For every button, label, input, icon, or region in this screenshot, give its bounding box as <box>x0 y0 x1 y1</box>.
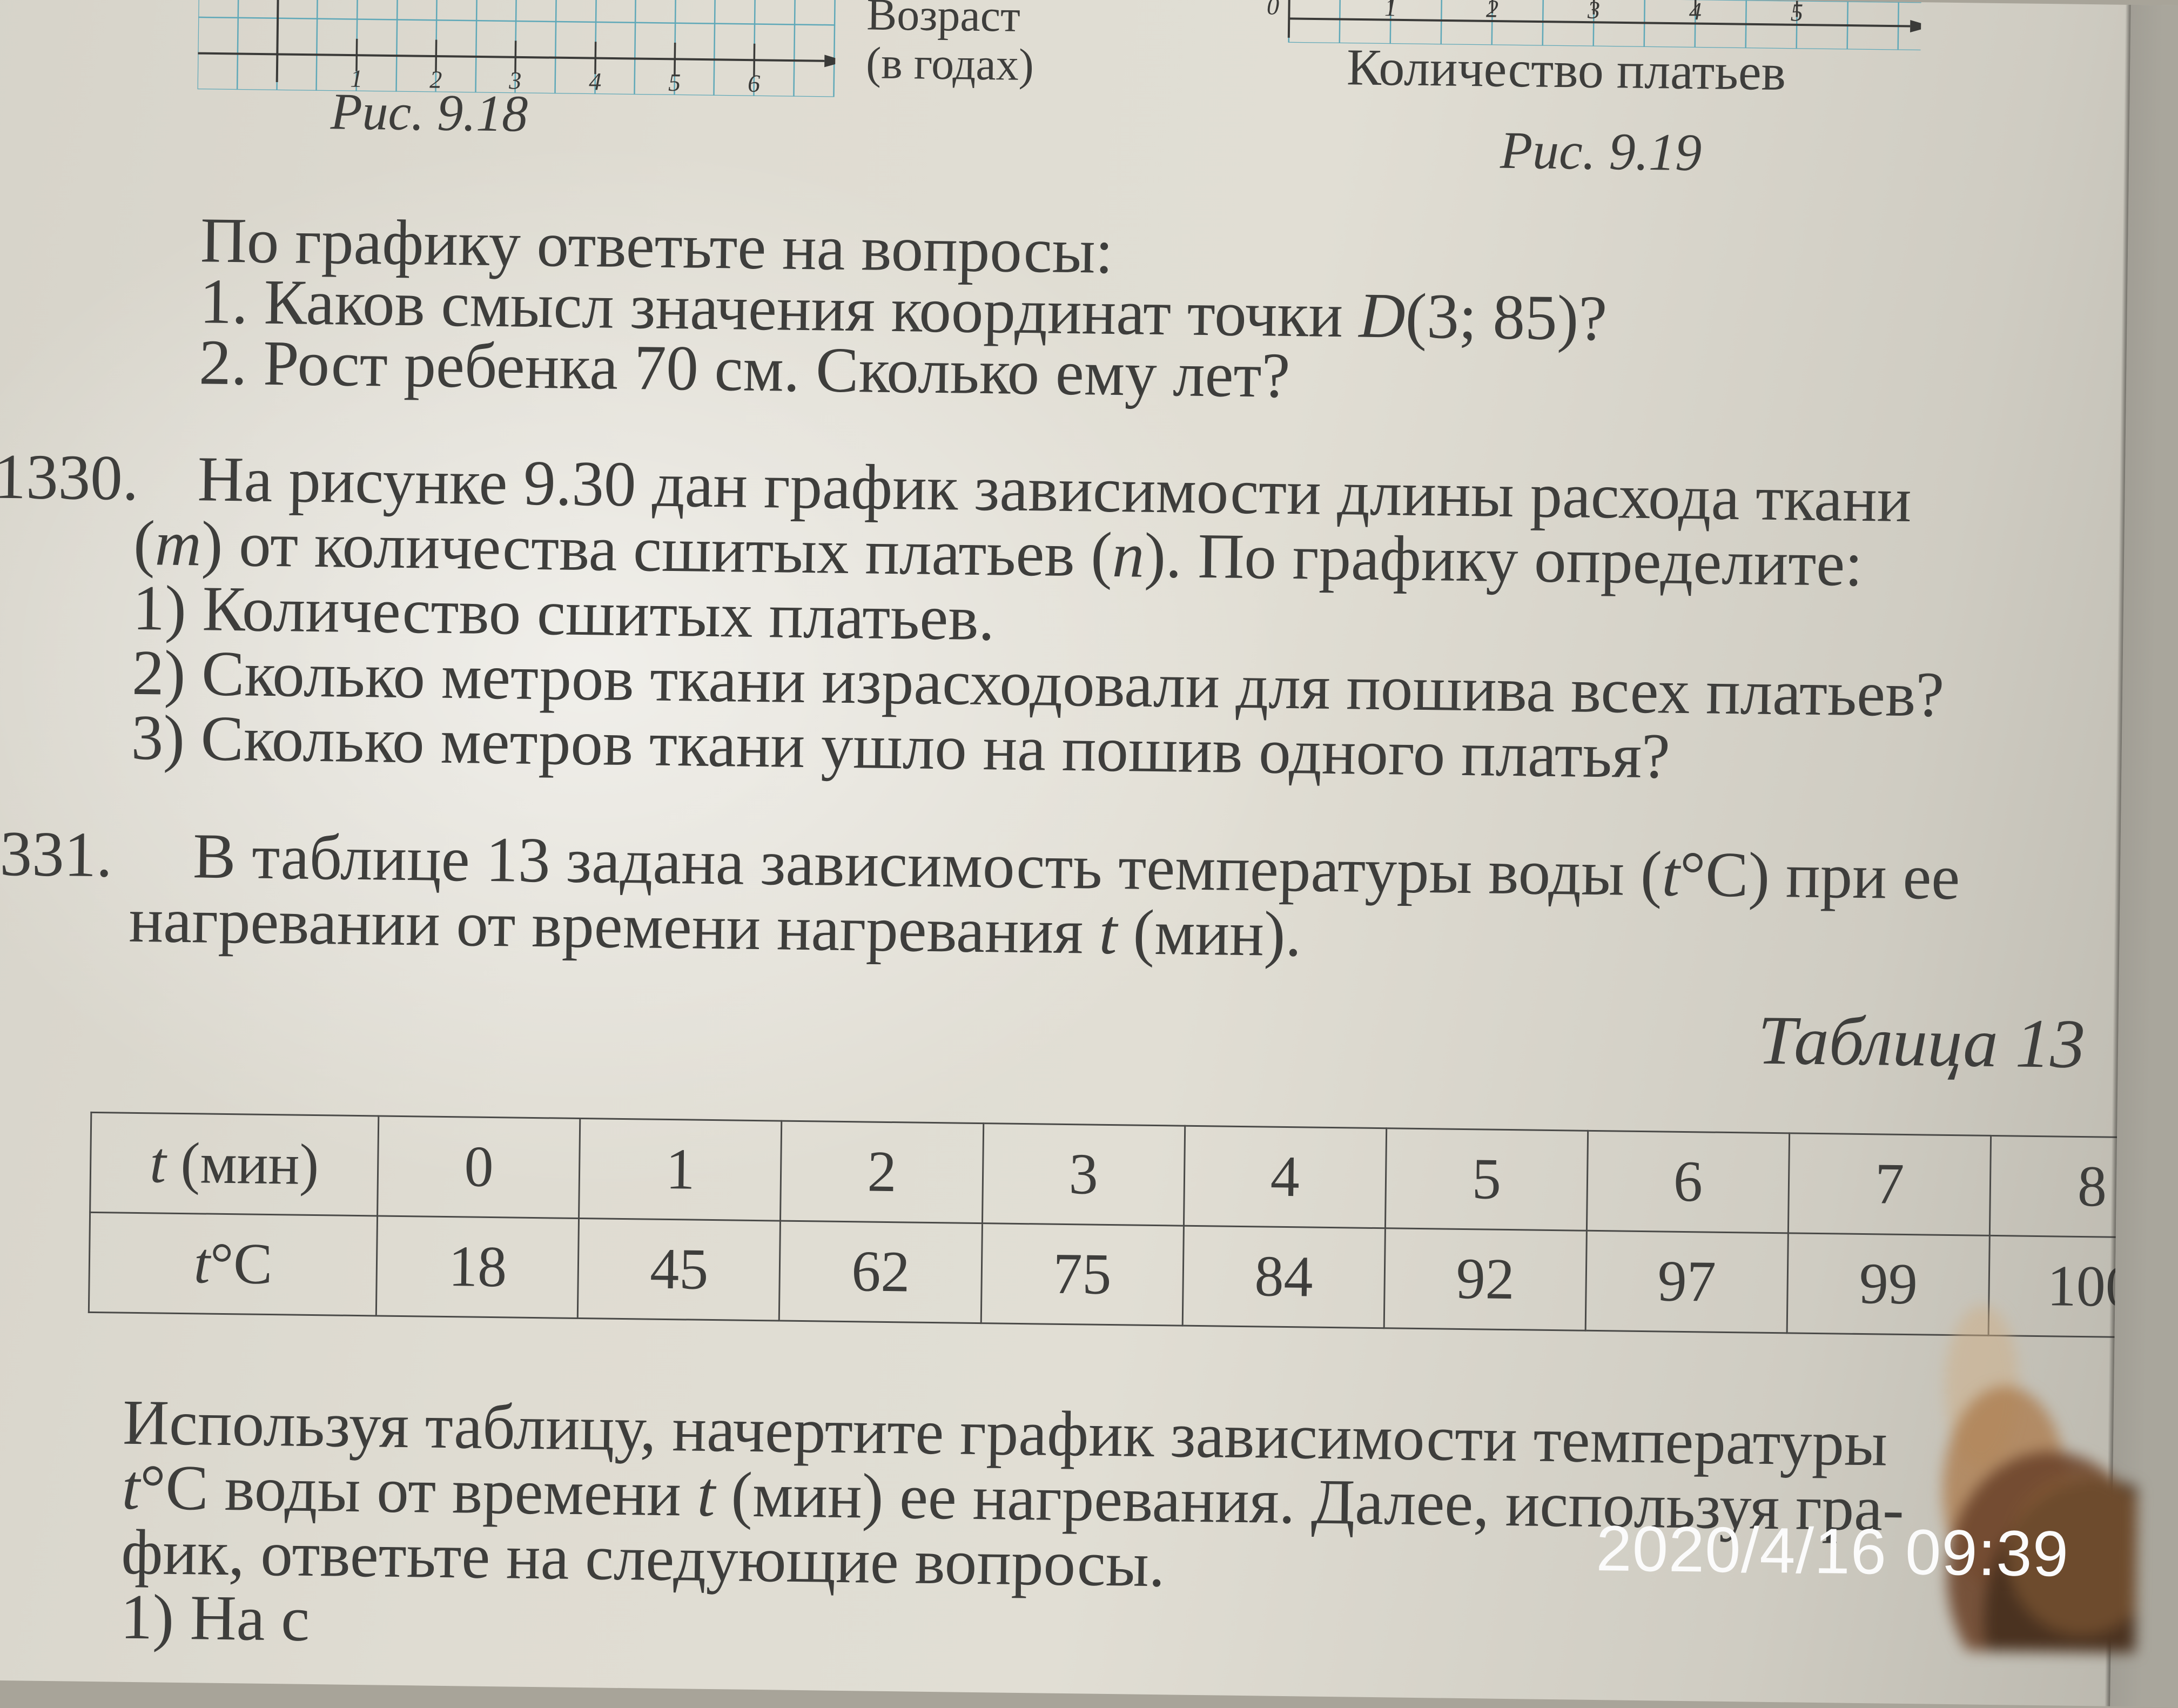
svg-text:3: 3 <box>1587 0 1601 24</box>
svg-text:0: 0 <box>1267 0 1280 20</box>
svg-text:4: 4 <box>589 68 602 95</box>
svg-text:2: 2 <box>1486 0 1499 23</box>
svg-text:4: 4 <box>1689 0 1702 25</box>
svg-text:5: 5 <box>668 69 681 96</box>
svg-text:6: 6 <box>748 70 761 97</box>
svg-text:5: 5 <box>1791 0 1804 26</box>
svg-text:1: 1 <box>1384 0 1397 21</box>
